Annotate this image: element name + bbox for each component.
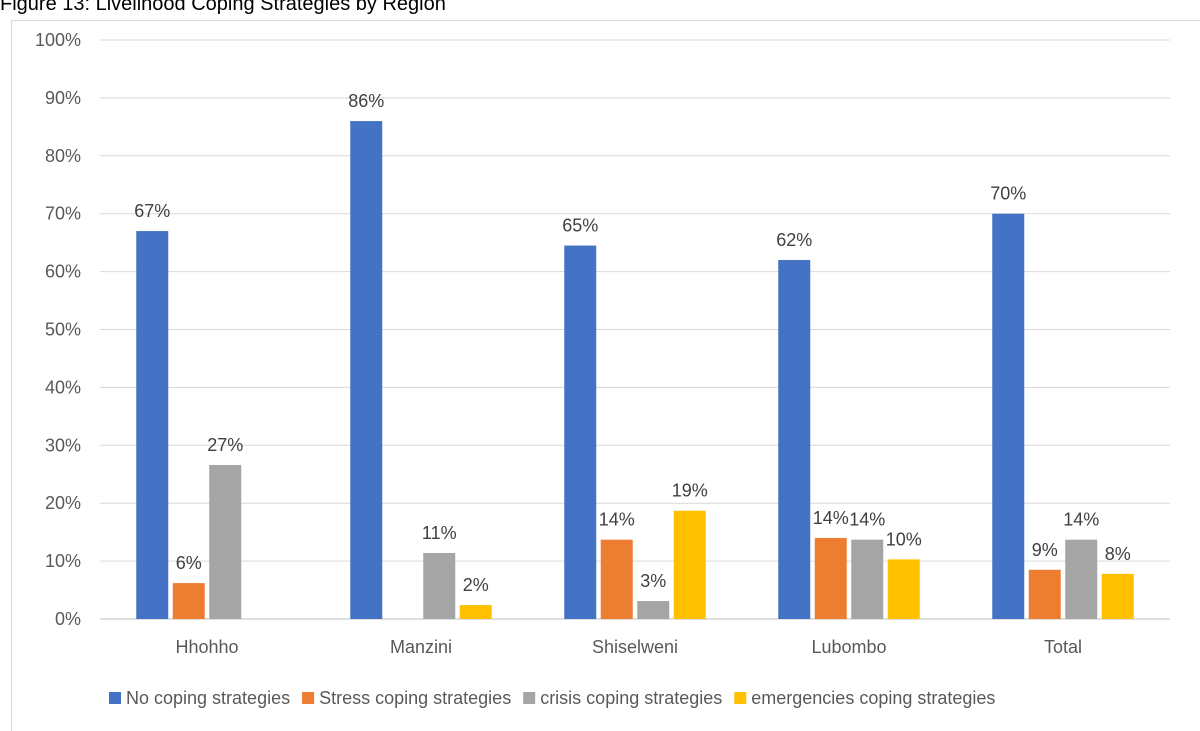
data-label: 65%	[562, 216, 598, 236]
data-label: 27%	[207, 435, 243, 455]
bar	[136, 231, 169, 619]
y-tick-label: 90%	[45, 88, 81, 108]
x-tick-label: Lubombo	[811, 637, 886, 657]
figure-caption: Figure 13: Livelihood Coping Strategies …	[0, 0, 446, 15]
data-label: 6%	[176, 553, 202, 573]
legend-label: No coping strategies	[126, 688, 290, 708]
legend-label: emergencies coping strategies	[751, 688, 995, 708]
bar	[350, 121, 383, 619]
data-label: 14%	[1063, 510, 1099, 530]
x-tick-label: Shiselweni	[592, 637, 678, 657]
bar	[637, 601, 670, 619]
x-tick-label: Total	[1044, 637, 1082, 657]
y-tick-label: 40%	[45, 377, 81, 397]
data-label: 8%	[1105, 544, 1131, 564]
y-tick-label: 30%	[45, 435, 81, 455]
data-label: 70%	[990, 184, 1026, 204]
legend-swatch	[734, 692, 747, 704]
data-label: 86%	[348, 91, 384, 111]
bar	[1101, 573, 1134, 619]
data-label: 62%	[776, 230, 812, 250]
legend-swatch	[302, 692, 315, 704]
legend-label: crisis coping strategies	[540, 688, 722, 708]
bar	[423, 552, 456, 619]
chart-frame	[11, 20, 1200, 731]
bar	[1028, 569, 1061, 619]
data-label: 14%	[599, 510, 635, 530]
y-tick-label: 60%	[45, 262, 81, 282]
data-label: 11%	[422, 523, 457, 543]
data-label: 67%	[134, 201, 170, 221]
bar	[992, 213, 1025, 619]
bar	[172, 583, 205, 619]
legend-label: Stress coping strategies	[319, 688, 511, 708]
bar	[564, 245, 597, 620]
bar	[814, 537, 847, 619]
data-label: 9%	[1032, 540, 1058, 560]
y-tick-label: 10%	[45, 551, 81, 571]
data-label: 14%	[813, 508, 849, 528]
bar	[459, 605, 492, 619]
y-tick-label: 70%	[45, 204, 81, 224]
legend-swatch	[523, 692, 536, 704]
x-tick-label: Manzini	[390, 637, 452, 657]
y-tick-label: 50%	[45, 320, 81, 340]
data-label: 3%	[640, 571, 666, 591]
data-label: 14%	[849, 510, 885, 530]
data-label: 10%	[886, 529, 922, 549]
data-label: 19%	[672, 481, 708, 501]
bar	[209, 464, 242, 619]
y-tick-label: 0%	[55, 609, 81, 629]
bar	[778, 260, 811, 619]
bar	[600, 539, 633, 619]
data-label: 2%	[463, 575, 489, 595]
legend-swatch	[109, 692, 121, 704]
bar	[851, 539, 884, 619]
bar	[673, 510, 706, 619]
x-tick-label: Hhohho	[175, 637, 238, 657]
y-tick-label: 80%	[45, 146, 81, 166]
y-tick-label: 100%	[35, 30, 81, 50]
bar	[887, 559, 920, 619]
bar	[1065, 539, 1098, 619]
y-tick-label: 20%	[45, 493, 81, 513]
